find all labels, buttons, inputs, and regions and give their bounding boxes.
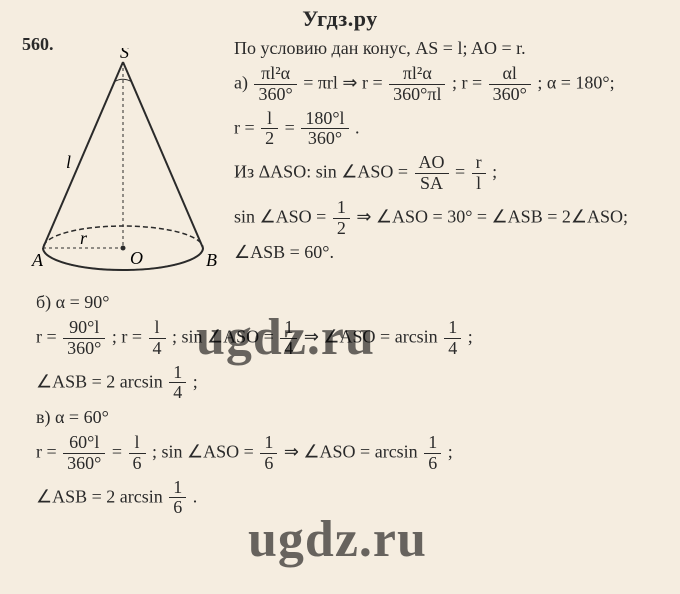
frac-num: 90°l [63, 318, 105, 339]
eq-text: ; α = 180°; [537, 72, 614, 92]
frac-num: r [472, 153, 486, 174]
eq-text: = πrl ⇒ r = [303, 72, 382, 92]
cone-diagram: S A B O l r [18, 48, 228, 288]
solution-part-a: По условию дан конус, AS = l; AO = r. а)… [234, 38, 666, 268]
frac-num: 1 [280, 318, 297, 339]
eq-text: sin ∠ASO = [234, 206, 326, 226]
frac-den: 4 [280, 339, 297, 359]
frac-den: 6 [129, 454, 146, 474]
frac-num: πl²α [389, 64, 445, 85]
frac-den: 360° [63, 454, 105, 474]
page-header: Угдз.ру [0, 0, 680, 32]
c-final: ∠ASB = 2 arcsin 16 . [36, 478, 666, 519]
frac-num: 60°l [63, 433, 105, 454]
frac-den: 6 [260, 454, 277, 474]
c-eq: r = 60°l360° = l6 ; sin ∠ASO = 16 ⇒ ∠ASO… [36, 433, 666, 474]
frac-den: 360° [489, 85, 531, 105]
eq-text: . [355, 117, 360, 137]
frac-num: l [261, 109, 278, 130]
eq-text: ⇒ ∠ASO = arcsin [304, 326, 438, 346]
eq-text: ; [468, 326, 473, 346]
a-eq2: r = l2 = 180°l360° . [234, 109, 666, 150]
solution-parts-bc: б) α = 90° r = 90°l360° ; r = l4 ; sin ∠… [36, 292, 666, 522]
eq-text: ⇒ ∠ASO = arcsin [284, 442, 418, 462]
eq-text: ; sin ∠ASO = [172, 326, 274, 346]
frac-den: l [472, 174, 486, 194]
frac-num: AO [415, 153, 449, 174]
eq-text: ; r = [452, 72, 482, 92]
frac-den: 360°πl [389, 85, 445, 105]
frac-num: 1 [169, 363, 186, 384]
eq-text: . [193, 486, 198, 506]
eq-text: r = [36, 442, 57, 462]
frac-num: 180°l [301, 109, 348, 130]
frac-num: l [129, 433, 146, 454]
eq-text: ; [193, 371, 198, 391]
frac-den: 4 [169, 383, 186, 403]
b-final: ∠ASB = 2 arcsin 14 ; [36, 363, 666, 404]
eq-text: ; sin ∠ASO = [152, 442, 254, 462]
frac-den: 6 [424, 454, 441, 474]
a-sin: sin ∠ASO = 12 ⇒ ∠ASO = 30° = ∠ASB = 2∠AS… [234, 198, 666, 239]
eq-text: = [285, 117, 295, 137]
frac-num: αl [489, 64, 531, 85]
eq-text: ∠ASB = 2 arcsin [36, 371, 163, 391]
frac-den: 4 [444, 339, 461, 359]
frac-num: l [149, 318, 166, 339]
label-B: B [206, 250, 217, 270]
label-r: r [80, 228, 88, 248]
eq-text: ∠ASB = 2 arcsin [36, 486, 163, 506]
c-label: в) α = 60° [36, 407, 666, 429]
eq-text: Из ΔASO: sin ∠ASO = [234, 162, 408, 182]
eq-text: r = [36, 326, 57, 346]
a-eq1: а) πl²α360° = πrl ⇒ r = πl²α360°πl ; r =… [234, 64, 666, 105]
frac-num: 1 [169, 478, 186, 499]
frac-den: 2 [261, 129, 278, 149]
frac-num: πl²α [254, 64, 296, 85]
frac-num: 1 [424, 433, 441, 454]
label-A: A [31, 250, 44, 270]
frac-den: SA [415, 174, 449, 194]
label-S: S [120, 48, 129, 62]
a-final: ∠ASB = 60°. [234, 242, 666, 264]
frac-num: 1 [444, 318, 461, 339]
eq-text: = [455, 162, 465, 182]
label-l: l [66, 152, 71, 172]
frac-den: 360° [301, 129, 348, 149]
eq-text: ; r = [112, 326, 142, 346]
frac-den: 6 [169, 498, 186, 518]
frac-den: 360° [254, 85, 296, 105]
a-tri: Из ΔASO: sin ∠ASO = AOSA = rl ; [234, 153, 666, 194]
eq-text: ; [492, 162, 497, 182]
frac-num: 1 [333, 198, 350, 219]
eq-text: r = [234, 117, 255, 137]
frac-den: 4 [149, 339, 166, 359]
a-label: а) [234, 72, 248, 92]
b-label: б) α = 90° [36, 292, 666, 314]
eq-text: ⇒ ∠ASO = 30° = ∠ASB = 2∠ASO; [356, 206, 628, 226]
eq-text: = [112, 442, 122, 462]
label-O: O [130, 248, 143, 268]
frac-den: 360° [63, 339, 105, 359]
b-eq: r = 90°l360° ; r = l4 ; sin ∠ASO = 14 ⇒ … [36, 318, 666, 359]
frac-den: 2 [333, 219, 350, 239]
given-line: По условию дан конус, AS = l; AO = r. [234, 38, 666, 60]
eq-text: ; [448, 442, 453, 462]
frac-num: 1 [260, 433, 277, 454]
